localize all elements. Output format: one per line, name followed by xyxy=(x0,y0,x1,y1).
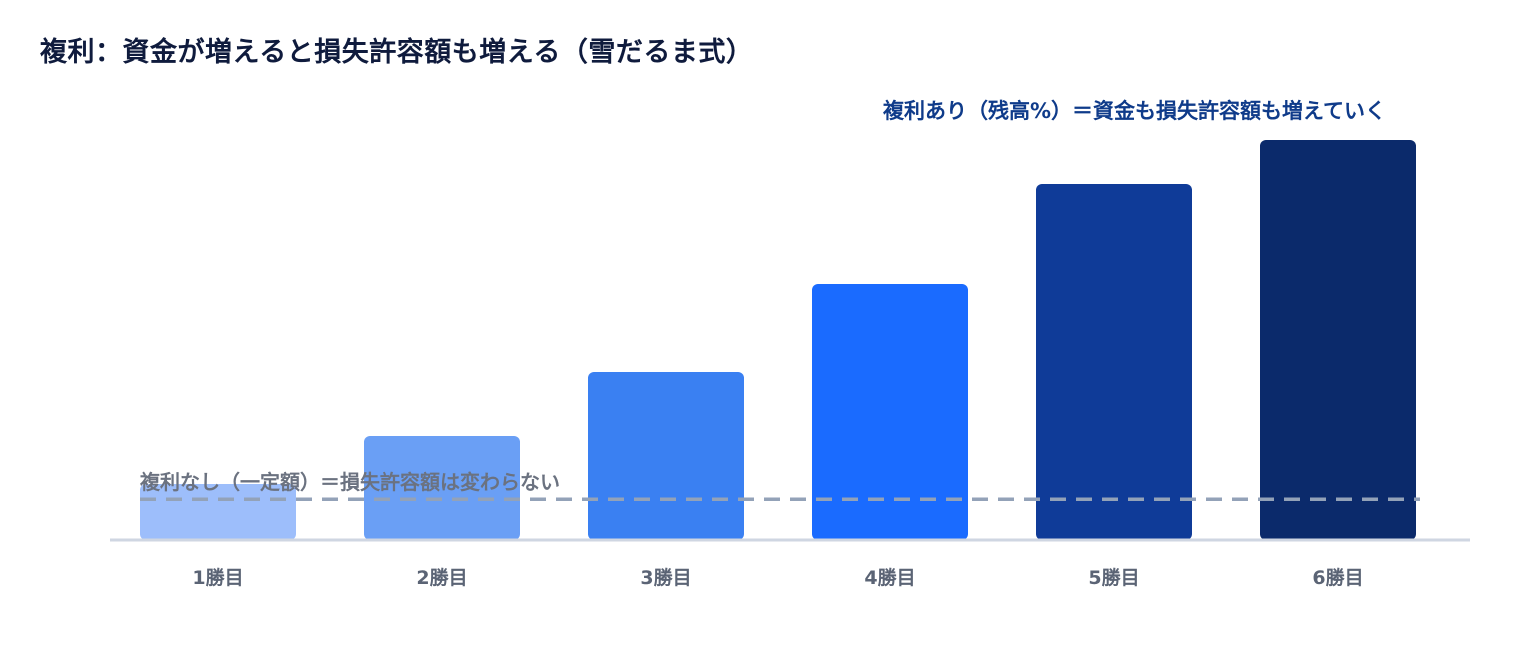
x-tick-label: 3勝目 xyxy=(640,566,691,589)
bar-3 xyxy=(588,372,744,540)
bar-4 xyxy=(812,284,968,540)
compound-annotation: 複利あり（残高%）＝資金も損失許容額も増えていく xyxy=(882,99,1386,123)
x-tick-label: 6勝目 xyxy=(1312,566,1363,589)
bar-5 xyxy=(1036,184,1192,540)
bar-6 xyxy=(1260,140,1416,540)
flat-annotation: 複利なし（一定額）＝損失許容額は変わらない xyxy=(140,470,560,494)
x-tick-label: 1勝目 xyxy=(192,566,243,589)
x-tick-label: 4勝目 xyxy=(864,566,915,589)
chart-title: 複利：資金が増えると損失許容額も増える（雪だるま式） xyxy=(40,37,754,68)
x-tick-label: 5勝目 xyxy=(1088,566,1139,589)
x-tick-label: 2勝目 xyxy=(416,566,467,589)
bar-2 xyxy=(364,436,520,540)
